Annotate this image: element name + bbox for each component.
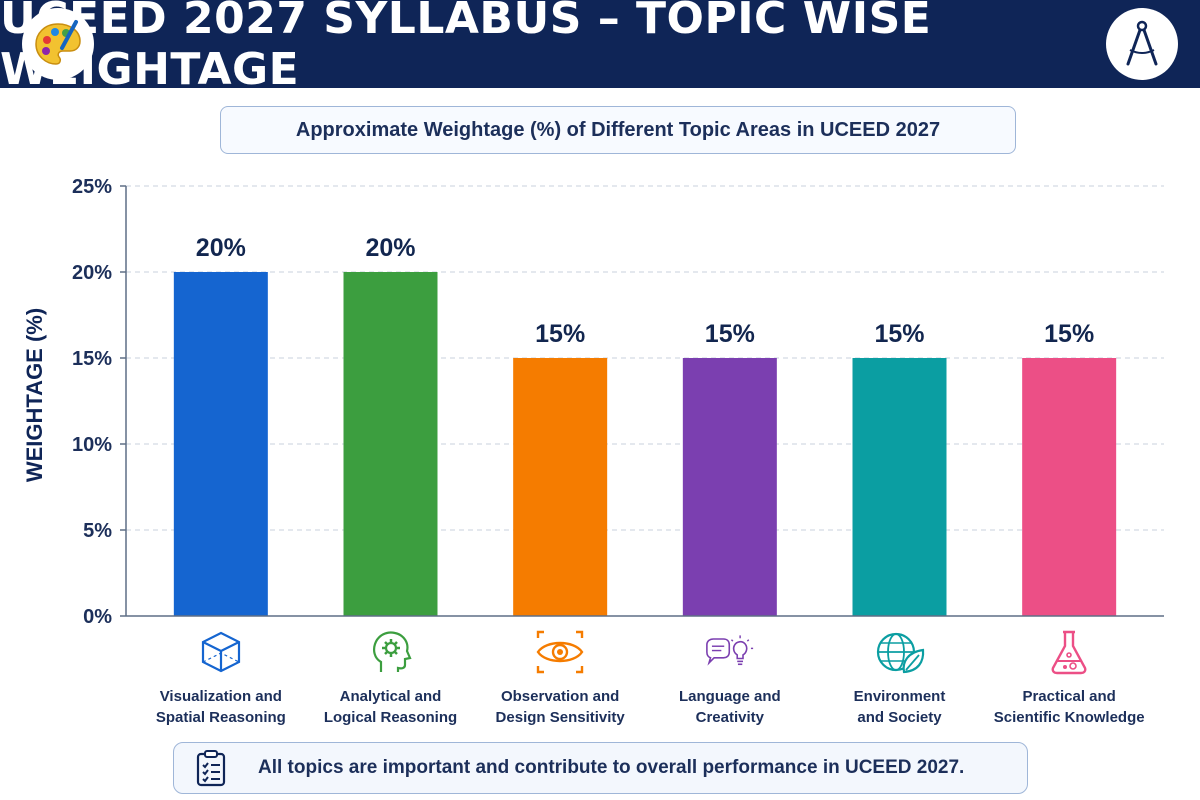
bar-value-label: 20% — [365, 234, 415, 262]
y-tick-label: 20% — [72, 262, 112, 284]
x-tick-label-line: Scientific Knowledge — [993, 709, 1145, 726]
paint-palette-icon — [22, 8, 94, 80]
x-tick-label-line: Visualization and — [159, 688, 282, 705]
flask-icon — [1043, 626, 1095, 678]
brain-gear-icon — [365, 626, 417, 678]
bar-value-label: 15% — [874, 320, 924, 348]
bar — [682, 358, 777, 616]
x-tick-label-line: Analytical and — [339, 688, 442, 705]
x-tick-label-line: Design Sensitivity — [495, 709, 625, 726]
x-tick-label: Language and Creativity — [635, 686, 825, 728]
bar-series — [173, 272, 1117, 616]
x-tick-label-line: Spatial Reasoning — [155, 709, 286, 726]
footer-note: All topics are important and contribute … — [173, 742, 1028, 794]
bar — [173, 272, 268, 616]
x-tick-label: Analytical and Logical Reasoning — [296, 686, 486, 728]
globe-leaf-icon — [874, 626, 926, 678]
header-banner: UCEED 2027 SYLLABUS – TOPIC WISE WEIGHTA… — [0, 0, 1200, 95]
y-axis-ticks: 0% 5% 10% 15% 20% 25% — [72, 176, 126, 628]
bar — [513, 358, 608, 616]
x-tick-label-line: Language and — [678, 688, 781, 705]
bar-value-label: 15% — [705, 320, 755, 348]
footer-text: All topics are important and contribute … — [258, 757, 965, 778]
y-tick-label: 5% — [83, 520, 112, 542]
cube-icon — [195, 626, 247, 678]
y-axis-label: WEIGHTAGE (%) — [22, 308, 47, 482]
chart-grid — [126, 185, 1164, 531]
x-tick-label-line: Environment — [853, 688, 946, 705]
x-tick-label: Visualization and Spatial Reasoning — [126, 686, 316, 728]
chart-title: Approximate Weightage (%) of Different T… — [220, 106, 1016, 154]
bar — [343, 272, 438, 616]
x-tick-label: Observation and Design Sensitivity — [465, 686, 655, 728]
x-tick-label-line: Logical Reasoning — [323, 709, 458, 726]
page-title: UCEED 2027 SYLLABUS – TOPIC WISE WEIGHTA… — [0, 0, 932, 95]
drafting-compass-icon — [1106, 8, 1178, 80]
x-tick-label-line: and Society — [857, 709, 942, 726]
y-tick-label: 15% — [72, 348, 112, 370]
y-tick-label: 0% — [83, 606, 112, 628]
bar — [1022, 358, 1117, 616]
x-tick-label: Practical and Scientific Knowledge — [974, 686, 1164, 728]
bar-value-label: 20% — [196, 234, 246, 262]
y-tick-label: 25% — [72, 176, 112, 198]
x-tick-label-line: Creativity — [695, 709, 765, 726]
y-tick-label: 10% — [72, 434, 112, 456]
clipboard-checklist-icon — [194, 748, 234, 788]
eye-icon — [534, 626, 586, 678]
bar-value-label: 15% — [1044, 320, 1094, 348]
speech-lightbulb-icon — [704, 626, 756, 678]
x-tick-label-line: Practical and — [1022, 688, 1116, 705]
value-labels: 20% 20% 15% 15% 15% 15% — [196, 234, 1094, 348]
bar-chart: WEIGHTAGE (%) 0% 5% 10% 15% 20% 25% 20% 20% 15%… — [22, 176, 1164, 628]
x-tick-label: Environment and Society — [805, 686, 995, 728]
x-tick-label-line: Observation and — [500, 688, 620, 705]
bar-value-label: 15% — [535, 320, 585, 348]
bar — [852, 358, 947, 616]
